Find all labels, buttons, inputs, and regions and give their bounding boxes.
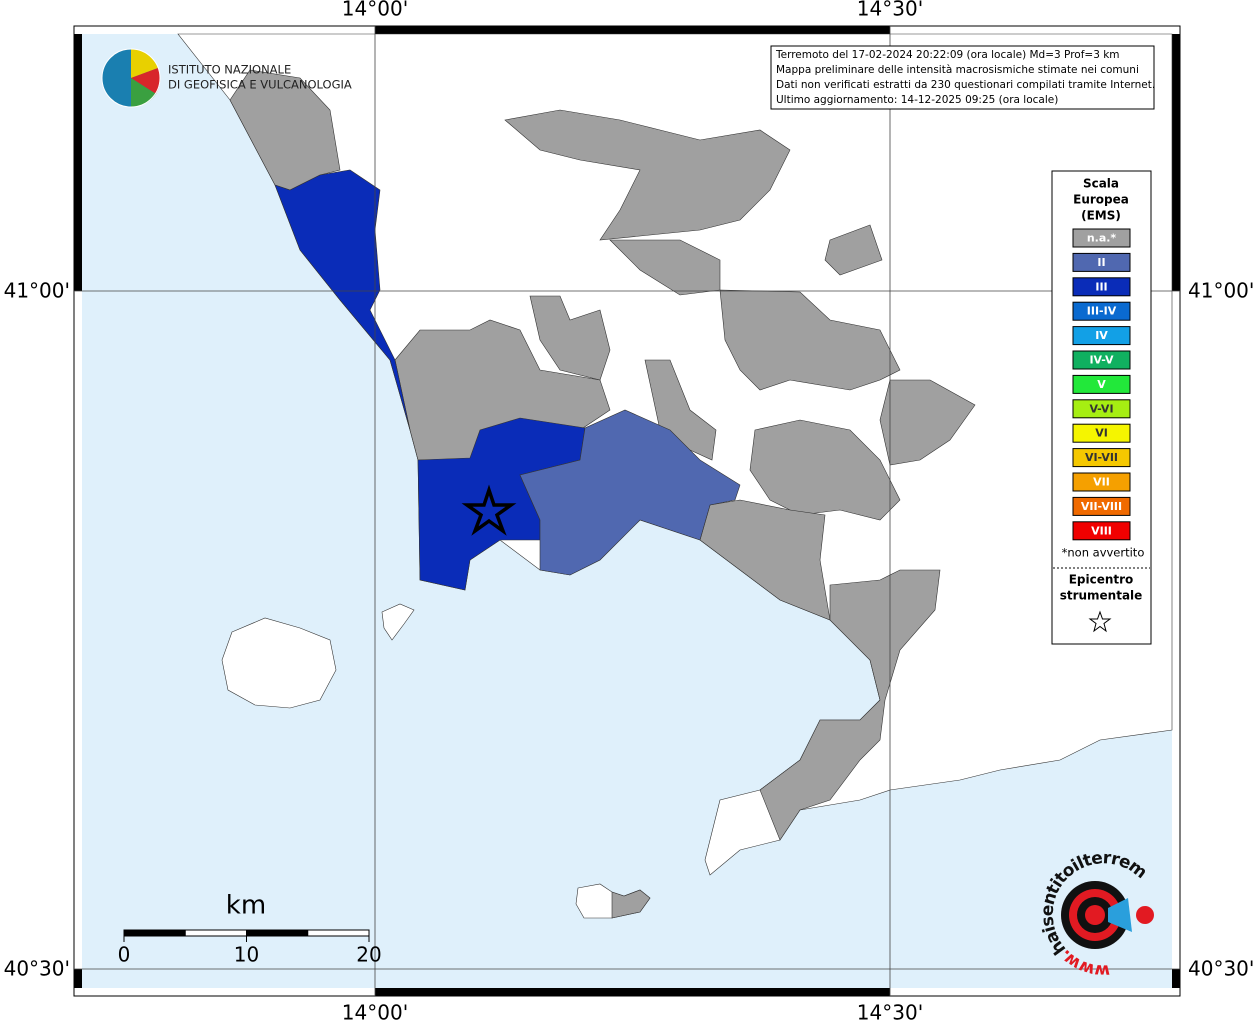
frame-stripe	[1172, 969, 1180, 988]
lon-label: 14°00'	[342, 0, 408, 21]
municipality-grey	[879, 379, 976, 466]
lat-label: 41°00'	[1188, 279, 1254, 303]
wm-megaphone	[1108, 898, 1132, 932]
legend-swatch	[1072, 399, 1131, 419]
legend-note: *non avvertito	[1062, 546, 1145, 560]
legend-swatch	[1072, 228, 1131, 248]
lat-label: 40°30'	[4, 957, 70, 981]
legend-label: V-VI	[1089, 402, 1113, 415]
legend-label: VI	[1095, 427, 1108, 440]
municipality-grey	[611, 889, 651, 919]
legend-star	[1088, 610, 1112, 633]
legend-title: Scala	[1083, 177, 1119, 191]
info-text: Terremoto del 17-02-2024 20:22:09 (ora l…	[775, 49, 1155, 106]
epicenter-star	[461, 484, 517, 536]
wm-dot	[1136, 906, 1154, 924]
scale-segment	[246, 929, 309, 937]
info-line: Ultimo aggiornamento: 14-12-2025 09:25 (…	[776, 94, 1058, 106]
legend-title: (EMS)	[1081, 209, 1121, 223]
legend-swatch	[1072, 472, 1131, 492]
legend-label: IV	[1095, 329, 1108, 342]
legend-label: VII-VIII	[1081, 500, 1122, 513]
logo-segment	[131, 49, 158, 78]
island-ischia	[221, 617, 337, 709]
frame-stripe	[375, 26, 890, 34]
info-box	[770, 45, 1155, 110]
info-line: Mappa preliminare delle intensità macros…	[776, 64, 1139, 76]
municipality-grey	[699, 499, 831, 621]
frame-stripe	[74, 969, 82, 988]
lon-label: 14°30'	[857, 0, 923, 21]
legend-swatch	[1072, 448, 1131, 468]
legend: ScalaEuropea(EMS)n.a.*IIIIIIII-IVIVIV-VV…	[1053, 177, 1150, 633]
lat-label: 41°00'	[4, 279, 70, 303]
legend-epicenter: strumentale	[1060, 589, 1143, 603]
scale-label: 10	[234, 943, 259, 967]
legend-label: VIII	[1091, 524, 1112, 537]
legend-swatch	[1072, 423, 1131, 443]
logo-ring	[101, 48, 161, 108]
legend-label: VII	[1093, 476, 1110, 489]
lon-label: 14°30'	[857, 1001, 923, 1025]
logo-text: DI GEOFISICA E VULCANOLOGIA	[168, 78, 352, 92]
coordinate-labels: 14°00' 14°30' 14°00' 14°30' 41°00' 40°30…	[4, 0, 1254, 1025]
legend-label: V	[1097, 378, 1106, 391]
island-procida	[381, 603, 415, 641]
ingv-logo: ISTITUTO NAZIONALE DI GEOFISICA E VULCAN…	[101, 48, 352, 108]
frame-stripe	[375, 988, 890, 996]
logo-segment	[131, 68, 161, 94]
frame-stripe	[74, 34, 82, 291]
legend-swatch	[1072, 496, 1131, 516]
scale-label: 20	[356, 943, 381, 967]
scale-segment	[184, 929, 247, 937]
scale-segment	[307, 929, 370, 937]
legend-label: IV-V	[1089, 354, 1114, 367]
legend-swatch	[1072, 374, 1131, 394]
municipality-grey	[504, 109, 791, 241]
legend-epicenter: Epicentro	[1069, 573, 1134, 587]
municipality-grey	[529, 295, 611, 381]
info-line: Dati non verificati estratti da 230 ques…	[776, 79, 1155, 91]
scale-unit: km	[226, 891, 266, 921]
legend-label: III	[1095, 280, 1107, 293]
legend-title: Europea	[1073, 193, 1129, 207]
scale-segment	[123, 929, 186, 937]
legend-label: n.a.*	[1087, 232, 1117, 245]
scale-label: 0	[118, 943, 131, 967]
scale-bar: km 0 10 20	[118, 891, 382, 967]
legend-swatch	[1072, 277, 1131, 297]
legend-swatch	[1072, 521, 1131, 541]
municipality-grey	[824, 224, 883, 276]
legend-swatch	[1072, 350, 1131, 370]
lon-label: 14°00'	[342, 1001, 408, 1025]
legend-swatch	[1072, 301, 1131, 321]
logo-text: ISTITUTO NAZIONALE	[168, 63, 291, 77]
frame-stripe	[1172, 34, 1180, 291]
legend-label: III-IV	[1087, 305, 1117, 318]
municipality-grey	[759, 569, 941, 841]
wm-ring	[1085, 905, 1105, 925]
legend-label: II	[1097, 256, 1105, 269]
legend-swatch	[1072, 252, 1131, 272]
municipality-grey	[719, 289, 901, 391]
municipality-ii	[519, 409, 741, 576]
lat-label: 40°30'	[1188, 957, 1254, 981]
info-line: Terremoto del 17-02-2024 20:22:09 (ora l…	[775, 49, 1120, 61]
legend-swatch	[1072, 326, 1131, 346]
legend-label: VI-VII	[1085, 451, 1118, 464]
graticule	[74, 26, 1180, 996]
municipality-grey	[749, 419, 901, 521]
